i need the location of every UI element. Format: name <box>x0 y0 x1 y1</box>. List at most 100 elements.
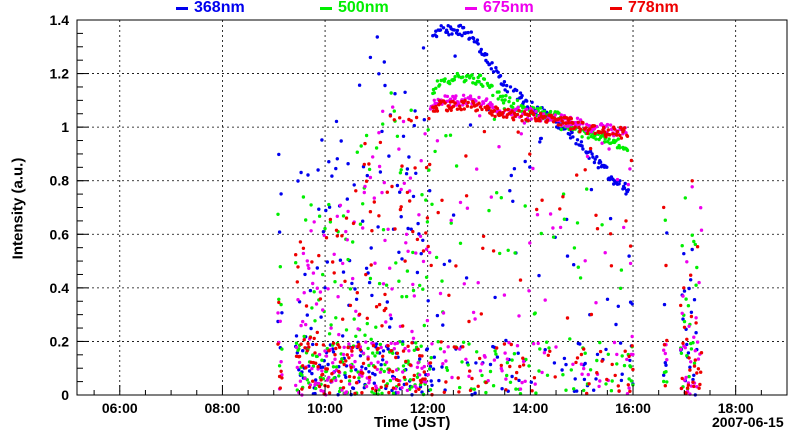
x-tick-label: 14:00 <box>512 400 548 416</box>
point-368nm <box>429 379 433 383</box>
point-778nm <box>615 129 620 134</box>
x-tick-label: 12:00 <box>410 400 446 416</box>
point-675nm <box>612 340 617 345</box>
point-500nm <box>545 373 550 377</box>
point-675nm <box>528 241 532 245</box>
point-778nm <box>482 129 487 134</box>
point-500nm <box>364 133 369 138</box>
point-675nm <box>406 249 410 253</box>
point-778nm <box>584 126 588 130</box>
point-368nm <box>593 157 597 161</box>
point-778nm <box>458 104 462 108</box>
point-778nm <box>406 344 410 348</box>
point-500nm <box>562 217 567 221</box>
point-778nm <box>565 316 570 320</box>
point-778nm <box>530 389 534 393</box>
point-368nm <box>496 70 500 75</box>
point-778nm <box>399 205 403 209</box>
point-675nm <box>516 105 520 110</box>
point-778nm <box>442 390 446 394</box>
point-368nm <box>306 173 310 177</box>
point-500nm <box>604 382 608 386</box>
point-675nm <box>403 346 407 351</box>
point-500nm <box>314 386 318 391</box>
point-778nm <box>685 337 689 341</box>
point-500nm <box>389 91 393 95</box>
point-778nm <box>582 347 586 351</box>
point-368nm <box>310 371 314 376</box>
point-778nm <box>405 190 410 195</box>
point-500nm <box>321 272 325 277</box>
point-500nm <box>401 342 405 346</box>
point-368nm <box>509 173 513 178</box>
point-778nm <box>564 121 568 125</box>
point-500nm <box>428 388 433 392</box>
point-675nm <box>301 319 305 324</box>
point-778nm <box>304 366 308 370</box>
point-675nm <box>390 287 394 291</box>
point-368nm <box>387 154 391 158</box>
point-368nm <box>503 88 507 92</box>
point-778nm <box>468 369 472 373</box>
point-368nm <box>432 355 436 359</box>
point-778nm <box>362 162 366 167</box>
point-368nm <box>591 155 595 159</box>
point-778nm <box>329 379 333 383</box>
point-368nm <box>571 135 575 139</box>
point-675nm <box>417 213 421 217</box>
point-778nm <box>344 359 348 363</box>
point-500nm <box>427 168 431 172</box>
point-368nm <box>464 276 469 280</box>
point-778nm <box>521 363 526 367</box>
point-500nm <box>481 84 485 88</box>
point-778nm <box>551 120 556 124</box>
point-778nm <box>419 380 423 385</box>
point-675nm <box>294 383 298 388</box>
point-778nm <box>479 312 483 316</box>
point-778nm <box>331 341 336 345</box>
point-675nm <box>333 357 337 361</box>
point-500nm <box>564 388 568 392</box>
point-675nm <box>279 360 283 364</box>
point-778nm <box>440 198 444 202</box>
point-500nm <box>505 373 509 378</box>
point-500nm <box>408 378 413 382</box>
point-368nm <box>448 259 452 263</box>
point-778nm <box>583 168 587 172</box>
point-778nm <box>301 364 305 368</box>
point-368nm <box>682 252 686 256</box>
point-500nm <box>497 90 501 94</box>
point-778nm <box>338 360 343 364</box>
point-778nm <box>412 373 416 378</box>
point-675nm <box>368 175 373 180</box>
point-675nm <box>381 109 385 114</box>
point-500nm <box>615 362 619 366</box>
point-778nm <box>429 263 433 268</box>
point-778nm <box>626 383 630 387</box>
point-778nm <box>414 115 419 120</box>
point-500nm <box>537 369 541 373</box>
point-778nm <box>377 214 381 218</box>
point-368nm <box>299 170 303 175</box>
point-778nm <box>535 207 539 212</box>
point-778nm <box>341 386 346 390</box>
point-675nm <box>337 332 341 337</box>
legend-label: 368nm <box>194 0 245 16</box>
point-675nm <box>332 252 336 256</box>
point-368nm <box>450 32 454 36</box>
point-778nm <box>377 302 382 307</box>
point-368nm <box>552 361 557 365</box>
point-778nm <box>531 112 536 117</box>
point-778nm <box>319 378 323 382</box>
legend-swatch <box>176 6 188 10</box>
point-675nm <box>505 357 510 361</box>
point-675nm <box>410 329 414 334</box>
point-778nm <box>508 364 512 369</box>
point-500nm <box>513 251 517 255</box>
point-778nm <box>303 346 307 350</box>
point-778nm <box>444 380 448 384</box>
point-778nm <box>363 141 367 146</box>
point-368nm <box>590 152 594 156</box>
point-368nm <box>529 380 533 384</box>
point-368nm <box>377 72 381 76</box>
